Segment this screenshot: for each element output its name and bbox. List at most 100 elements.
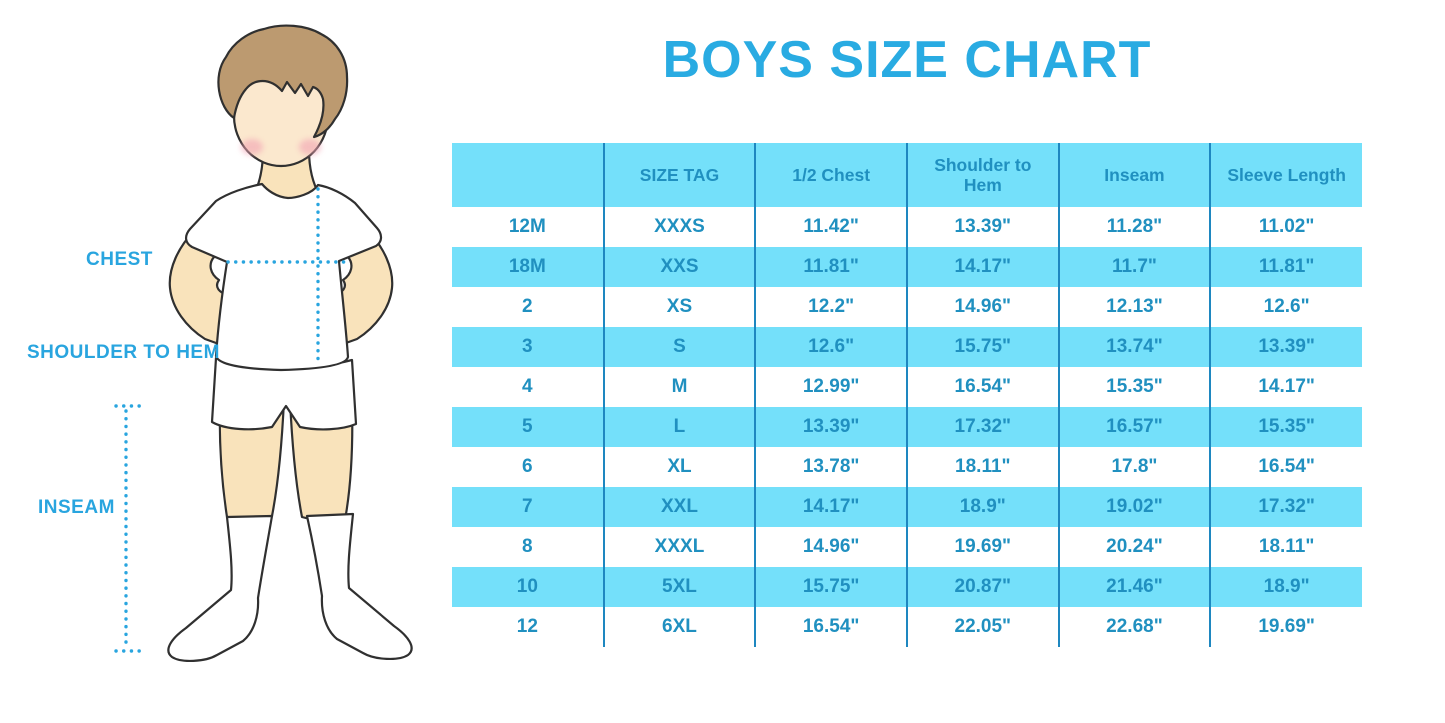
measurement-cell: 22.05" (905, 607, 1059, 647)
measurement-cell: 16.54" (1209, 447, 1362, 487)
measurement-cell: 14.17" (754, 487, 907, 527)
table-row: 3 S 12.6" 15.75" 13.74" 13.39" (452, 327, 1362, 367)
size-tag-cell: XXS (602, 247, 756, 287)
measurement-cell: 22.68" (1057, 607, 1211, 647)
boy-hair (217, 24, 349, 139)
size-tag-cell: XXL (602, 487, 756, 527)
measurement-cell: 12.6" (1209, 287, 1362, 327)
measurement-figure-panel: CHEST SHOULDER TO HEM INSEAM (0, 0, 450, 723)
measurement-cell: 16.57" (1057, 407, 1211, 447)
column-header: 1/2 Chest (754, 143, 907, 207)
measurement-cell: 14.96" (754, 527, 907, 567)
table-row: 4 M 12.99" 16.54" 15.35" 14.17" (452, 367, 1362, 407)
measurement-cell: 18.11" (1209, 527, 1362, 567)
page-title: BOYS SIZE CHART (662, 31, 1152, 89)
boy-left-sock (167, 514, 274, 662)
measurement-cell: 15.35" (1057, 367, 1211, 407)
chest-label: CHEST (86, 249, 153, 270)
table-row: 12M XXXS 11.42" 13.39" 11.28" 11.02" (452, 207, 1362, 247)
column-header: Shoulder to Hem (905, 143, 1059, 207)
shoulder-to-hem-label: SHOULDER TO HEM (27, 342, 220, 363)
measurement-cell: 11.42" (754, 207, 907, 247)
measurement-cell: 17.8" (1057, 447, 1211, 487)
size-cell: 12M (508, 216, 546, 237)
column-header: Sleeve Length (1209, 143, 1362, 207)
table-row: 12 6XL 16.54" 22.05" 22.68" 19.69" (452, 607, 1362, 647)
size-cell: 10 (452, 567, 604, 607)
measurement-cell: 16.54" (754, 607, 907, 647)
measurement-cell: 15.75" (754, 567, 907, 607)
boy-illustration (167, 24, 413, 662)
size-tag-cell: M (602, 367, 756, 407)
inseam-measure-line (114, 404, 143, 653)
measurement-cell: 12.99" (754, 367, 907, 407)
size-cell: 18M (452, 247, 604, 287)
measurement-cell: 14.96" (905, 287, 1059, 327)
size-cell: 3 (452, 327, 604, 367)
boy-right-cheek (299, 139, 321, 155)
measurement-cell: 13.74" (1057, 327, 1211, 367)
measurement-cell: 20.24" (1057, 527, 1211, 567)
size-tag-cell: XS (602, 287, 756, 327)
size-cell: 5 (452, 407, 604, 447)
measurement-cell: 12.13" (1057, 287, 1211, 327)
measurement-cell: 11.02" (1209, 207, 1362, 247)
table-row: 6 XL 13.78" 18.11" 17.8" 16.54" (452, 447, 1362, 487)
measurement-cell: 21.46" (1057, 567, 1211, 607)
size-tag-cell: XXXS (602, 207, 756, 247)
size-cell: 7 (452, 487, 604, 527)
measurement-cell: 12.2" (754, 287, 907, 327)
measurement-cell: 11.7" (1057, 247, 1211, 287)
measurement-cell: 12.6" (754, 327, 907, 367)
measurement-cell: 20.87" (905, 567, 1059, 607)
measurement-cell: 19.69" (905, 527, 1059, 567)
size-cell: 6 (522, 456, 533, 477)
size-tag-cell: XXXL (602, 527, 756, 567)
size-tag-cell: L (602, 407, 756, 447)
measurement-cell: 14.17" (1209, 367, 1362, 407)
measurement-cell: 11.28" (1057, 207, 1211, 247)
measurement-cell: 13.39" (1209, 327, 1362, 367)
measurement-cell: 13.78" (754, 447, 907, 487)
boy-right-sock (305, 512, 413, 660)
boy-figure-illustration (114, 24, 413, 662)
measurement-cell: 18.9" (905, 487, 1059, 527)
table-row: 7 XXL 14.17" 18.9" 19.02" 17.32" (452, 487, 1362, 527)
measurement-cell: 15.75" (905, 327, 1059, 367)
size-cell: 2 (522, 296, 533, 317)
size-cell: 8 (522, 536, 533, 557)
measurement-cell: 13.39" (754, 407, 907, 447)
size-tag-cell: 5XL (602, 567, 756, 607)
size-chart-panel: BOYS SIZE CHART SIZE TAG 1/2 Chest Shoulde… (452, 0, 1362, 723)
inseam-label: INSEAM (38, 497, 115, 518)
table-row: 10 5XL 15.75" 20.87" 21.46" 18.9" (452, 567, 1362, 607)
table-row: 2 XS 12.2" 14.96" 12.13" 12.6" (452, 287, 1362, 327)
boy-left-cheek (241, 139, 263, 155)
measurement-cell: 19.69" (1209, 607, 1362, 647)
size-cell: 12 (516, 616, 538, 637)
measurement-cell: 11.81" (754, 247, 907, 287)
header-row: SIZE TAG 1/2 Chest Shoulder to Hem Inseam Sl… (452, 143, 1362, 207)
column-header-empty (452, 143, 604, 207)
measurement-cell: 18.9" (1209, 567, 1362, 607)
table-row: 5 L 13.39" 17.32" 16.57" 15.35" (452, 407, 1362, 447)
column-header: SIZE TAG (602, 143, 756, 207)
size-cell: 4 (522, 376, 533, 397)
measurement-cell: 18.11" (905, 447, 1059, 487)
table-row: 8 XXXL 14.96" 19.69" 20.24" 18.11" (452, 527, 1362, 567)
measurement-cell: 17.32" (905, 407, 1059, 447)
measurement-cell: 14.17" (905, 247, 1059, 287)
measurement-cell: 19.02" (1057, 487, 1211, 527)
size-tag-cell: XL (602, 447, 756, 487)
size-table: SIZE TAG 1/2 Chest Shoulder to Hem Inseam Sl… (452, 143, 1362, 647)
column-header: Inseam (1057, 143, 1211, 207)
table-row: 18M XXS 11.81" 14.17" 11.7" 11.81" (452, 247, 1362, 287)
measurement-cell: 11.81" (1209, 247, 1362, 287)
measurement-cell: 13.39" (905, 207, 1059, 247)
size-tag-cell: 6XL (602, 607, 756, 647)
boy-tshirt (185, 182, 383, 372)
measurement-cell: 15.35" (1209, 407, 1362, 447)
size-tag-cell: S (602, 327, 756, 367)
measurement-cell: 16.54" (905, 367, 1059, 407)
